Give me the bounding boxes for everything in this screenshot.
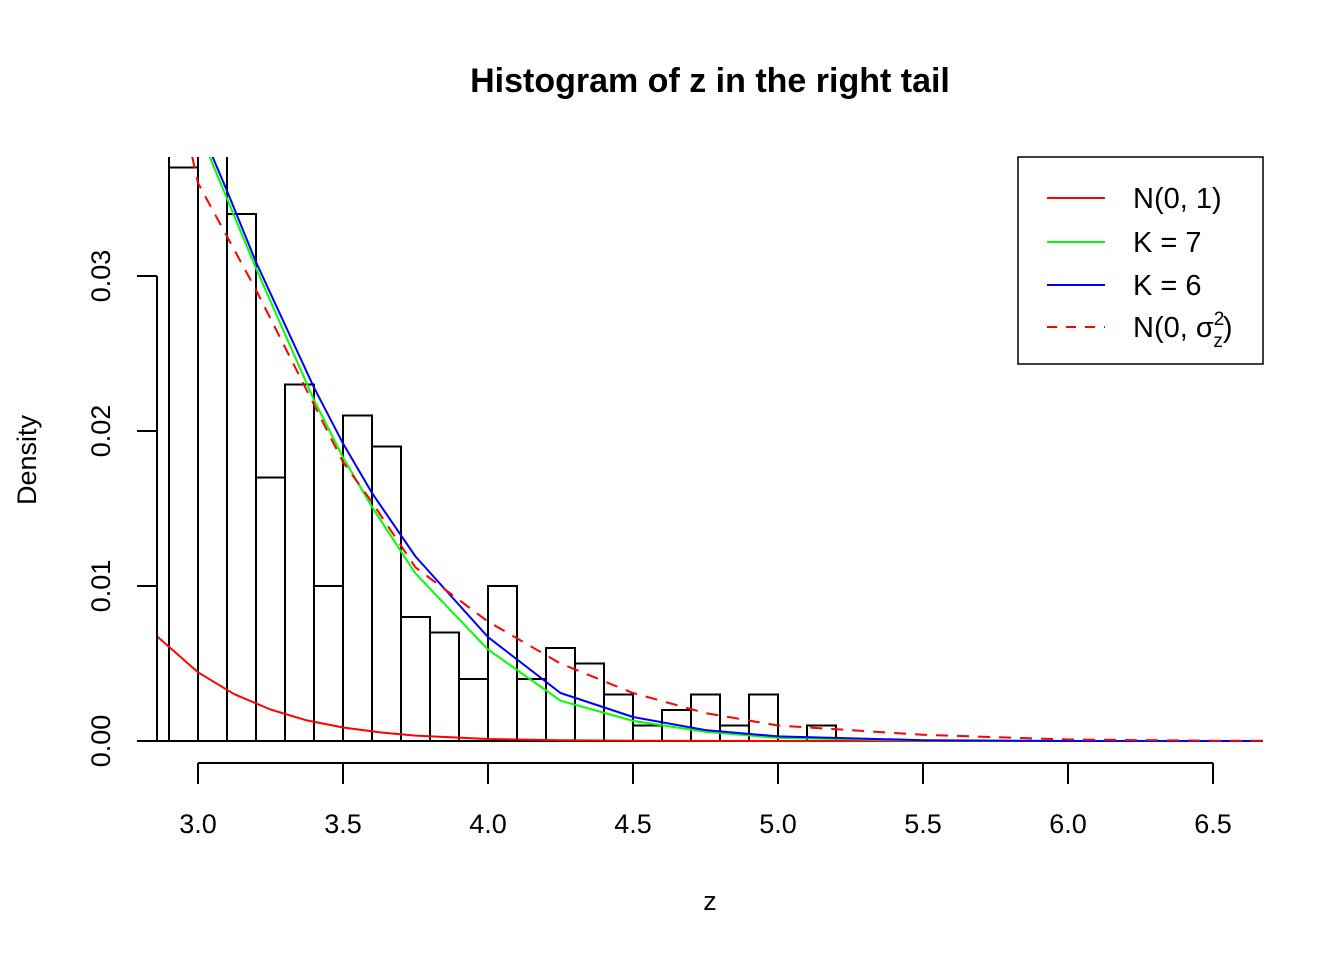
histogram-bars: [157, 157, 837, 742]
histogram-bar: [458, 678, 489, 742]
x-axis: 3.0 3.5 4.0 4.5 5.0 5.5 6.0 6.5: [179, 762, 1232, 839]
chart-title: Histogram of z in the right tail: [470, 62, 950, 100]
y-axis-label: Density: [12, 414, 42, 505]
y-tick-label: 0.03: [86, 250, 116, 303]
histogram-bar: [487, 585, 518, 742]
histogram-bar: [632, 724, 663, 742]
legend-label: K = 7: [1133, 227, 1202, 259]
legend-label: N(0, 1): [1133, 183, 1222, 215]
histogram-bar: [226, 213, 257, 742]
y-tick-label: 0.00: [86, 715, 116, 768]
y-tick-label: 0.02: [86, 405, 116, 458]
curve-n-0-1-: [157, 635, 1263, 742]
x-tick-label: 6.0: [1049, 809, 1087, 839]
x-tick-label: 4.5: [614, 809, 652, 839]
histogram-bar: [429, 631, 460, 742]
histogram-bar: [313, 585, 344, 742]
histogram-bar: [197, 157, 228, 742]
legend-box: [1017, 156, 1264, 365]
legend-label: N(0, σ2 z): [1133, 309, 1233, 352]
histogram-bar: [690, 693, 721, 742]
x-tick-label: 5.5: [904, 809, 942, 839]
histogram-bar: [284, 383, 315, 742]
x-tick-label: 3.5: [324, 809, 362, 839]
x-tick-label: 5.0: [759, 809, 797, 839]
histogram-bar: [400, 616, 431, 742]
histogram-bar: [371, 445, 402, 742]
y-tick-label: 0.01: [86, 560, 116, 613]
legend: N(0, 1) K = 7 K = 6 N(0, σ2 z): [1017, 156, 1264, 365]
x-axis-label: z: [703, 886, 717, 916]
density-curves: [157, 157, 1263, 742]
x-tick-label: 3.0: [179, 809, 217, 839]
curve-k-6: [211, 157, 1263, 742]
x-tick-label: 4.0: [469, 809, 507, 839]
legend-label: K = 6: [1133, 270, 1202, 302]
histogram-bar: [168, 166, 199, 742]
histogram-bar: [255, 476, 286, 742]
x-tick-label: 6.5: [1194, 809, 1232, 839]
histogram-bar: [157, 157, 170, 742]
curve-n-0-z-: [191, 157, 1263, 742]
y-axis: 0.00 0.01 0.02 0.03: [86, 250, 158, 768]
